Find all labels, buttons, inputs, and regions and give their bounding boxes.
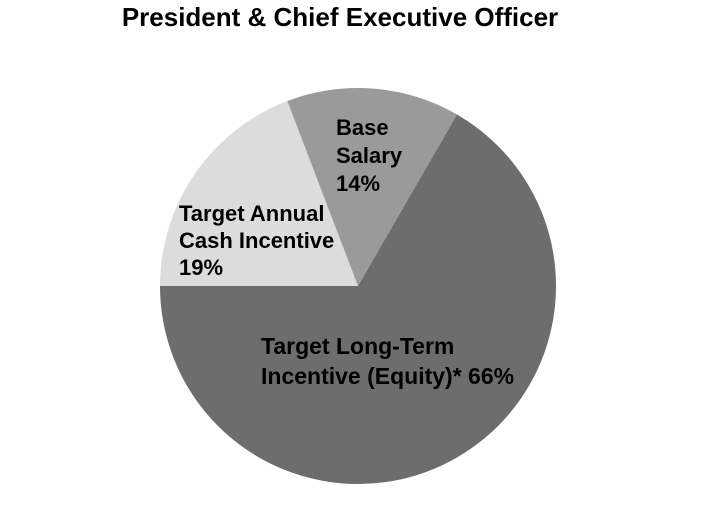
chart-title: President & Chief Executive Officer (121, 2, 559, 32)
pie-slice-target-annual-cash-incentive (160, 101, 358, 286)
slice-label-line: Cash Incentive (179, 228, 335, 253)
slice-label-target-long-term-incentive: Target Long-Term Incentive (Equity)* 66% (261, 331, 514, 391)
slice-label-line: 14% (336, 171, 381, 196)
slice-label-line: 19% (179, 255, 224, 280)
slice-label-line: Incentive (Equity)* 66% (261, 363, 515, 389)
slice-label-base-salary: Base Salary 14% (336, 114, 402, 198)
slice-label-line: Salary (336, 143, 403, 168)
slice-label-line: Base (336, 115, 389, 140)
pie-slice-base-salary (287, 88, 457, 287)
slice-label-target-annual-cash-incentive: Target Annual Cash Incentive 19% (179, 200, 334, 281)
slice-label-line: Target Annual (179, 201, 325, 226)
pie-slice-target-long-term-incentive-equity (159, 114, 556, 485)
slice-label-line: Target Long-Term (261, 333, 455, 359)
